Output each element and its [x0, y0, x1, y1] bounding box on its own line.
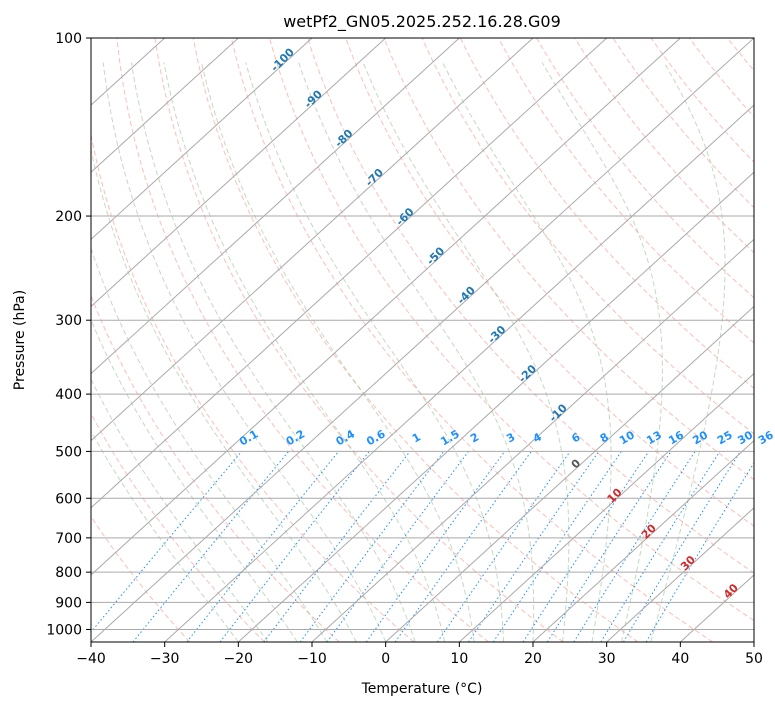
x-tick-label: −40 [76, 651, 106, 667]
moist-adiabat-line [442, 62, 612, 642]
moist-adiabat-line [163, 62, 446, 642]
y-tick-label: 600 [55, 491, 82, 507]
isotherm-line [164, 104, 754, 642]
moist-adiabat-line [201, 62, 475, 642]
moist-adiabat-line [245, 62, 504, 642]
isotherm-line [606, 507, 754, 642]
y-tick-label: 800 [55, 565, 82, 581]
isotherm-line [91, 38, 608, 509]
mixing-ratio-line [132, 451, 289, 642]
moist-adiabat-line [91, 246, 328, 642]
x-tick-label: −30 [150, 651, 180, 667]
moist-adiabat-line [91, 318, 298, 642]
mixing-ratio-line [546, 451, 672, 642]
dry-adiabat-line [766, 38, 775, 642]
x-tick-label: 30 [598, 651, 616, 667]
isotherm-line [91, 38, 313, 241]
mixing-ratio-line [468, 451, 600, 642]
y-tick-label: 400 [55, 387, 82, 403]
x-tick-label: −20 [224, 651, 254, 667]
isotherm-line [91, 38, 239, 173]
isotherm-line [532, 439, 754, 642]
dry-adiabat-line [307, 38, 754, 574]
moist-adiabat-line [102, 62, 387, 642]
mixing-ratio-line [622, 451, 741, 642]
y-axis-label: Pressure (hPa) [12, 290, 28, 390]
dry-adiabat-line [536, 38, 754, 299]
moist-adiabat-line [298, 62, 535, 642]
moist-adiabat-line [650, 62, 726, 642]
moist-adiabat-line [362, 62, 570, 642]
y-tick-label: 900 [55, 595, 82, 611]
x-tick-label: 50 [745, 651, 763, 667]
y-tick-label: 1000 [46, 622, 82, 638]
mixing-ratio-label: 36 [756, 428, 775, 447]
chart-title: wetPf2_GN05.2025.252.16.28.G09 [283, 12, 561, 32]
x-tick-label: 40 [671, 651, 689, 667]
dry-adiabat-line [91, 412, 265, 642]
mixing-ratio-line [299, 451, 445, 642]
isotherm-line [237, 171, 754, 642]
mixing-ratio-line [522, 451, 650, 642]
x-axis-label: Temperature (°C) [361, 681, 483, 697]
mixing-ratio-line [186, 451, 339, 642]
mixing-ratio-line [91, 451, 243, 633]
y-tick-label: 100 [55, 31, 82, 47]
isotherm-line [91, 38, 754, 642]
isotherm-line [91, 38, 460, 375]
isotherm-line [91, 38, 387, 308]
mixing-ratio-line [600, 451, 721, 642]
mixing-ratio-line [263, 451, 411, 642]
isotherm-line [91, 38, 681, 576]
moist-adiabat-line [91, 147, 357, 642]
axis-ticks: −40 −30 −20 −10 0 10 20 30 40 50 100 200 300 400 500 60… [46, 31, 763, 667]
background-lines [91, 38, 775, 642]
y-tick-label: 700 [55, 531, 82, 547]
moist-adiabat-line [91, 430, 239, 642]
plot-frame [90, 37, 755, 643]
y-tick-label: 200 [55, 209, 82, 225]
mixing-ratio-line [492, 451, 622, 642]
x-tick-label: 0 [381, 651, 390, 667]
x-tick-label: −10 [297, 651, 327, 667]
y-tick-label: 500 [55, 444, 82, 460]
dry-adiabat-line [269, 38, 754, 622]
moist-adiabat-line [131, 62, 416, 642]
isotherm-line [753, 641, 754, 642]
dry-adiabat-line [192, 38, 639, 642]
mixing-ratio-line [326, 451, 469, 642]
isotherm-line [91, 38, 534, 442]
mixing-ratio-line [436, 451, 571, 642]
dry-adiabat-line [116, 38, 489, 642]
mixing-ratio-line [573, 451, 696, 642]
y-tick-label: 300 [55, 313, 82, 329]
mixing-ratio-line [365, 451, 506, 642]
isotherm-line [311, 238, 754, 642]
x-tick-label: 20 [524, 651, 542, 667]
isotherm-line [385, 305, 754, 642]
dry-adiabat-line [421, 38, 754, 435]
dry-adiabat-line [497, 38, 754, 344]
x-tick-label: 10 [450, 651, 468, 667]
dry-adiabat-line [154, 38, 564, 642]
moist-adiabat-line [91, 378, 269, 642]
isotherm-line [458, 372, 754, 642]
moist-adiabat-line [541, 62, 663, 642]
